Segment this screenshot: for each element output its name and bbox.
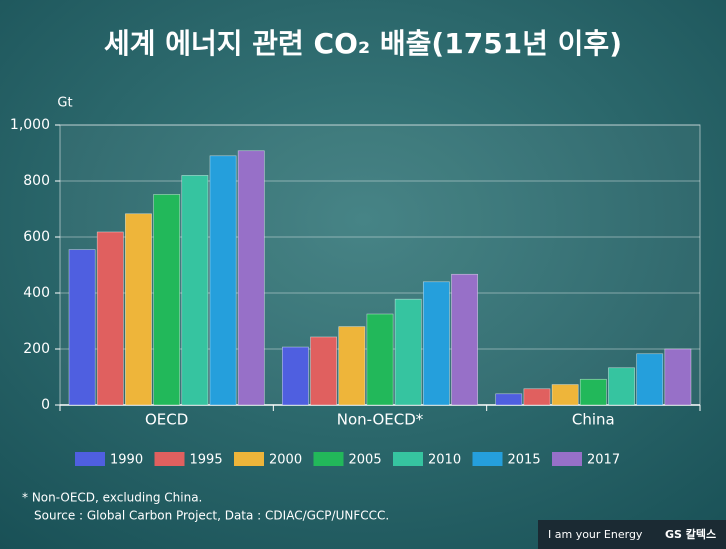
- bar: [551, 384, 579, 406]
- legend-swatch: [75, 452, 105, 466]
- bar: [523, 388, 551, 406]
- legend-label: 2005: [349, 453, 382, 468]
- bar: [237, 150, 265, 406]
- bar: [209, 155, 237, 406]
- legend-label: 2015: [508, 453, 541, 468]
- bar: [579, 378, 607, 406]
- bar: [338, 326, 366, 406]
- bar: [96, 231, 124, 406]
- legend-label: 2017: [587, 453, 620, 468]
- legend-swatch: [154, 452, 185, 466]
- y-axis-label: Gt: [57, 96, 72, 111]
- y-tick-label: 200: [23, 341, 50, 357]
- bar: [181, 175, 209, 406]
- bar: [310, 336, 338, 406]
- bar: [451, 273, 478, 406]
- y-tick-label: 0: [41, 397, 50, 413]
- chart-title: 세계 에너지 관련 CO₂ 배출(1751년 이후): [104, 27, 622, 60]
- legend-swatch: [552, 452, 582, 466]
- y-tick-label: 600: [23, 229, 50, 245]
- x-tick-label: OECD: [145, 411, 188, 429]
- y-tick-label: 800: [23, 173, 50, 189]
- bar: [495, 393, 523, 406]
- bar: [608, 367, 635, 406]
- legend-label: 1995: [190, 453, 223, 468]
- brand-box: [538, 520, 726, 549]
- footnote: Source : Global Carbon Project, Data : C…: [34, 509, 389, 523]
- legend-label: 2010: [428, 453, 461, 468]
- bar: [394, 298, 422, 406]
- bar: [366, 313, 394, 406]
- x-tick-label: China: [572, 411, 615, 429]
- x-tick-label: Non-OECD*: [337, 411, 424, 429]
- bar: [636, 353, 664, 406]
- footnote: * Non-OECD, excluding China.: [22, 491, 202, 505]
- legend-swatch: [393, 452, 423, 466]
- brand-slogan: I am your Energy: [548, 528, 643, 541]
- legend-label: 2000: [269, 453, 302, 468]
- legend-swatch: [313, 452, 344, 466]
- legend-swatch: [472, 452, 503, 466]
- y-tick-label: 400: [23, 285, 50, 301]
- bar: [282, 346, 309, 406]
- bar: [125, 213, 152, 406]
- bar: [153, 194, 181, 406]
- y-tick-label: 1,000: [10, 117, 50, 133]
- brand-name: GS 칼텍스: [665, 527, 716, 541]
- legend-label: 1990: [110, 453, 143, 468]
- bar: [664, 348, 692, 406]
- bar: [68, 249, 96, 406]
- legend-swatch: [234, 452, 264, 466]
- bar: [422, 281, 450, 406]
